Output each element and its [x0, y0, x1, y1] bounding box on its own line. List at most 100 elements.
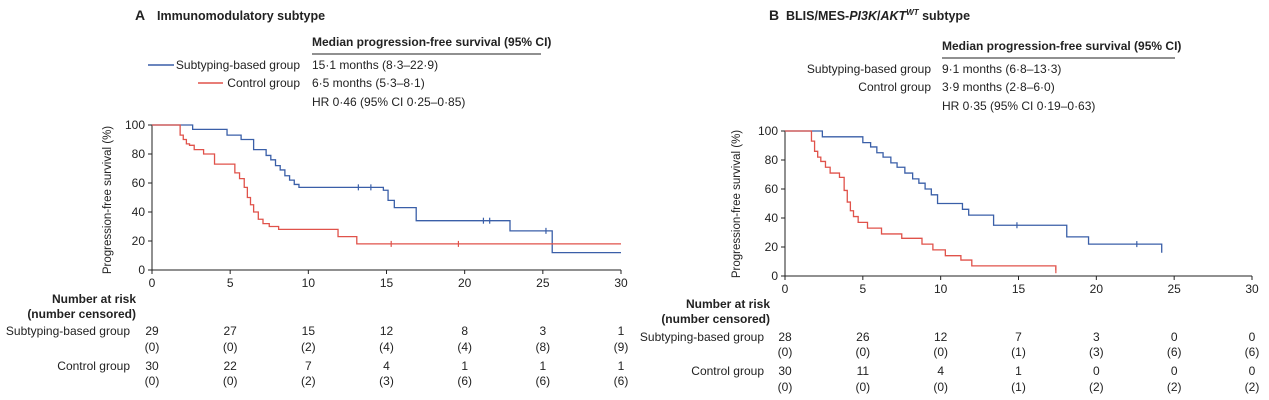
panel-b-x-tick-label: 15 [1012, 282, 1026, 296]
panel-b-subtyping-censored-value: (1) [1011, 345, 1026, 359]
panel-b-risk-group-subtyping: Subtyping-based group [640, 330, 764, 344]
panel-b-legend-subtyping: Subtyping-based group [807, 62, 931, 76]
panel-a-subtyping-censored-value: (0) [145, 340, 160, 354]
panel-b-plot: Progression-free survival (%) 0 20 40 60 80 1… [731, 124, 1259, 296]
panel-b-y-tick-label: 60 [765, 182, 779, 196]
panel-b-y-tick-label: 40 [765, 211, 779, 225]
panel-a-control-censored-value: (6) [457, 374, 472, 388]
panel-a-subtyping-at-risk-value: 27 [223, 324, 237, 338]
panel-b-risk-header: Number at risk [686, 297, 770, 311]
panel-a-control-at-risk-value: 1 [618, 359, 625, 373]
panel-b-x-tick-label: 25 [1167, 282, 1181, 296]
panel-a-y-axis-label: Progression-free survival (%) [102, 126, 114, 274]
panel-a-y-tick-label: 40 [132, 205, 146, 219]
panel-b-x-tick-label: 0 [782, 282, 789, 296]
panel-b-subtyping-at-risk-value: 26 [856, 330, 870, 344]
panel-b-hazard-ratio: HR 0·35 (95% CI 0·19–0·63) [942, 99, 1095, 113]
panel-b-label: B [769, 7, 779, 23]
panel-b-x-tick-label: 20 [1090, 282, 1104, 296]
panel-a-subtyping-at-risk-value: 1 [618, 324, 625, 338]
panel-b-control-at-risk-value: 30 [778, 364, 792, 378]
panel-a-subtyping-censored-value: (4) [457, 340, 472, 354]
panel-b-y-axis-label: Progression-free survival (%) [731, 130, 743, 278]
panel-b-control-at-risk-value: 4 [937, 364, 944, 378]
panel-a-median-header: Median progression-free survival (95% CI… [312, 35, 551, 49]
panel-a-control-at-risk-value: 30 [145, 359, 159, 373]
panel-b-subtyping-censored-value: (0) [855, 345, 870, 359]
panel-a-subtyping-at-risk-value: 8 [461, 324, 468, 338]
panel-a-control-at-risk-value: 22 [223, 359, 237, 373]
panel-b-control-censored-value: (0) [855, 380, 870, 394]
panel-b-y-tick-label: 0 [771, 269, 778, 283]
panel-a-x-tick-label: 15 [380, 276, 394, 290]
panel-a-risk-group-control: Control group [57, 359, 130, 373]
panel-b-median-header: Median progression-free survival (95% CI… [942, 39, 1181, 53]
panel-a-subtyping-at-risk-value: 15 [302, 324, 316, 338]
panel-b-subtyping-km-curve [785, 130, 1163, 253]
panel-b-control-censored-value: (1) [1011, 380, 1026, 394]
panel-b-legend-control: Control group [858, 80, 931, 94]
panel-b-y-tick-label: 80 [765, 153, 779, 167]
panel-a-y-tick-label: 20 [132, 234, 146, 248]
panel-a-risk-subheader: (number censored) [27, 307, 136, 321]
panel-a-header: A Immunomodulatory subtype Median progre… [135, 7, 551, 109]
panel-a-control-at-risk-value: 7 [305, 359, 312, 373]
panel-b-subtyping-at-risk-value: 12 [934, 330, 948, 344]
panel-b-control-at-risk-value: 11 [857, 364, 870, 378]
panel-b-header: B BLIS/MES-PI3K/AKTWT subtype Median pro… [769, 7, 1181, 113]
panel-b-subtyping-at-risk-value: 28 [778, 330, 792, 344]
panel-b-control-at-risk-value: 0 [1093, 364, 1100, 378]
panel-a-y-tick-label: 60 [132, 176, 146, 190]
panel-a-risk-table: Number at risk (number censored) Subtypi… [6, 292, 628, 388]
panel-a-legend-control: Control group [227, 76, 300, 90]
panel-a-control-at-risk-value: 1 [539, 359, 546, 373]
panel-a-x-tick-label: 25 [536, 276, 550, 290]
panel-a-control-at-risk-value: 1 [461, 359, 468, 373]
panel-b-control-censored-value: (0) [778, 380, 793, 394]
panel-a-x-tick-label: 30 [614, 276, 628, 290]
panel-b-control-at-risk-value: 0 [1171, 364, 1178, 378]
panel-a-legend-subtyping: Subtyping-based group [176, 58, 300, 72]
panel-b-control-km-curve [785, 130, 1057, 271]
panel-b-y-tick-label: 100 [758, 124, 778, 138]
panel-b-control-censored-value: (2) [1089, 380, 1104, 394]
panel-b-subtyping-at-risk-value: 0 [1249, 330, 1256, 344]
panel-b-subtyping-censored-value: (0) [933, 345, 948, 359]
panel-b-x-tick-label: 5 [859, 282, 866, 296]
panel-b-subtyping-censored-value: (0) [778, 345, 793, 359]
panel-a-subtyping-at-risk-value: 3 [539, 324, 546, 338]
panel-a-control-censored-value: (6) [614, 374, 629, 388]
panel-b-subtyping-at-risk-value: 3 [1093, 330, 1100, 344]
panel-a-plot: Progression-free survival (%) 0 20 40 60 80 1… [102, 118, 628, 290]
panel-a-control-censored-value: (3) [379, 374, 394, 388]
panel-a-title: Immunomodulatory subtype [157, 9, 325, 23]
panel-b-y-tick-label: 20 [765, 240, 779, 254]
panel-a-x-tick-label: 20 [458, 276, 472, 290]
panel-b-control-at-risk-value: 1 [1015, 364, 1022, 378]
panel-a-y-tick-label: 100 [125, 118, 145, 132]
panel-b-subtyping-censored-value: (3) [1089, 345, 1104, 359]
panel-a-control-censored-value: (6) [535, 374, 550, 388]
panel-a-control-censored-value: (2) [301, 374, 316, 388]
panel-b-risk-group-control: Control group [691, 364, 764, 378]
panel-a-subtyping-at-risk-value: 29 [145, 324, 159, 338]
panel-a-control-median: 6·5 months (5·3–8·1) [312, 76, 425, 90]
panel-a-risk-header: Number at risk [52, 292, 136, 306]
panel-b-title: BLIS/MES-PI3K/AKTWT subtype [786, 8, 970, 23]
panel-a-control-censored-value: (0) [223, 374, 238, 388]
panel-b-x-tick-label: 30 [1245, 282, 1259, 296]
panel-b-control-median: 3·9 months (2·8–6·0) [942, 80, 1055, 94]
panel-b-risk-subheader: (number censored) [661, 312, 770, 326]
panel-b-control-censored-value: (0) [933, 380, 948, 394]
panel-b-x-tick-label: 10 [934, 282, 948, 296]
panel-a-subtyping-at-risk-value: 12 [380, 324, 394, 338]
panel-a-subtyping-censored-value: (0) [223, 340, 238, 354]
panel-a-control-censored-value: (0) [145, 374, 160, 388]
panel-a-x-tick-label: 0 [149, 276, 156, 290]
panel-b-control-at-risk-value: 0 [1249, 364, 1256, 378]
panel-a-risk-group-subtyping: Subtyping-based group [6, 324, 130, 338]
panel-b-subtyping-censored-value: (6) [1245, 345, 1260, 359]
panel-a-label: A [135, 7, 145, 23]
panel-b-subtyping-censored-value: (6) [1167, 345, 1182, 359]
